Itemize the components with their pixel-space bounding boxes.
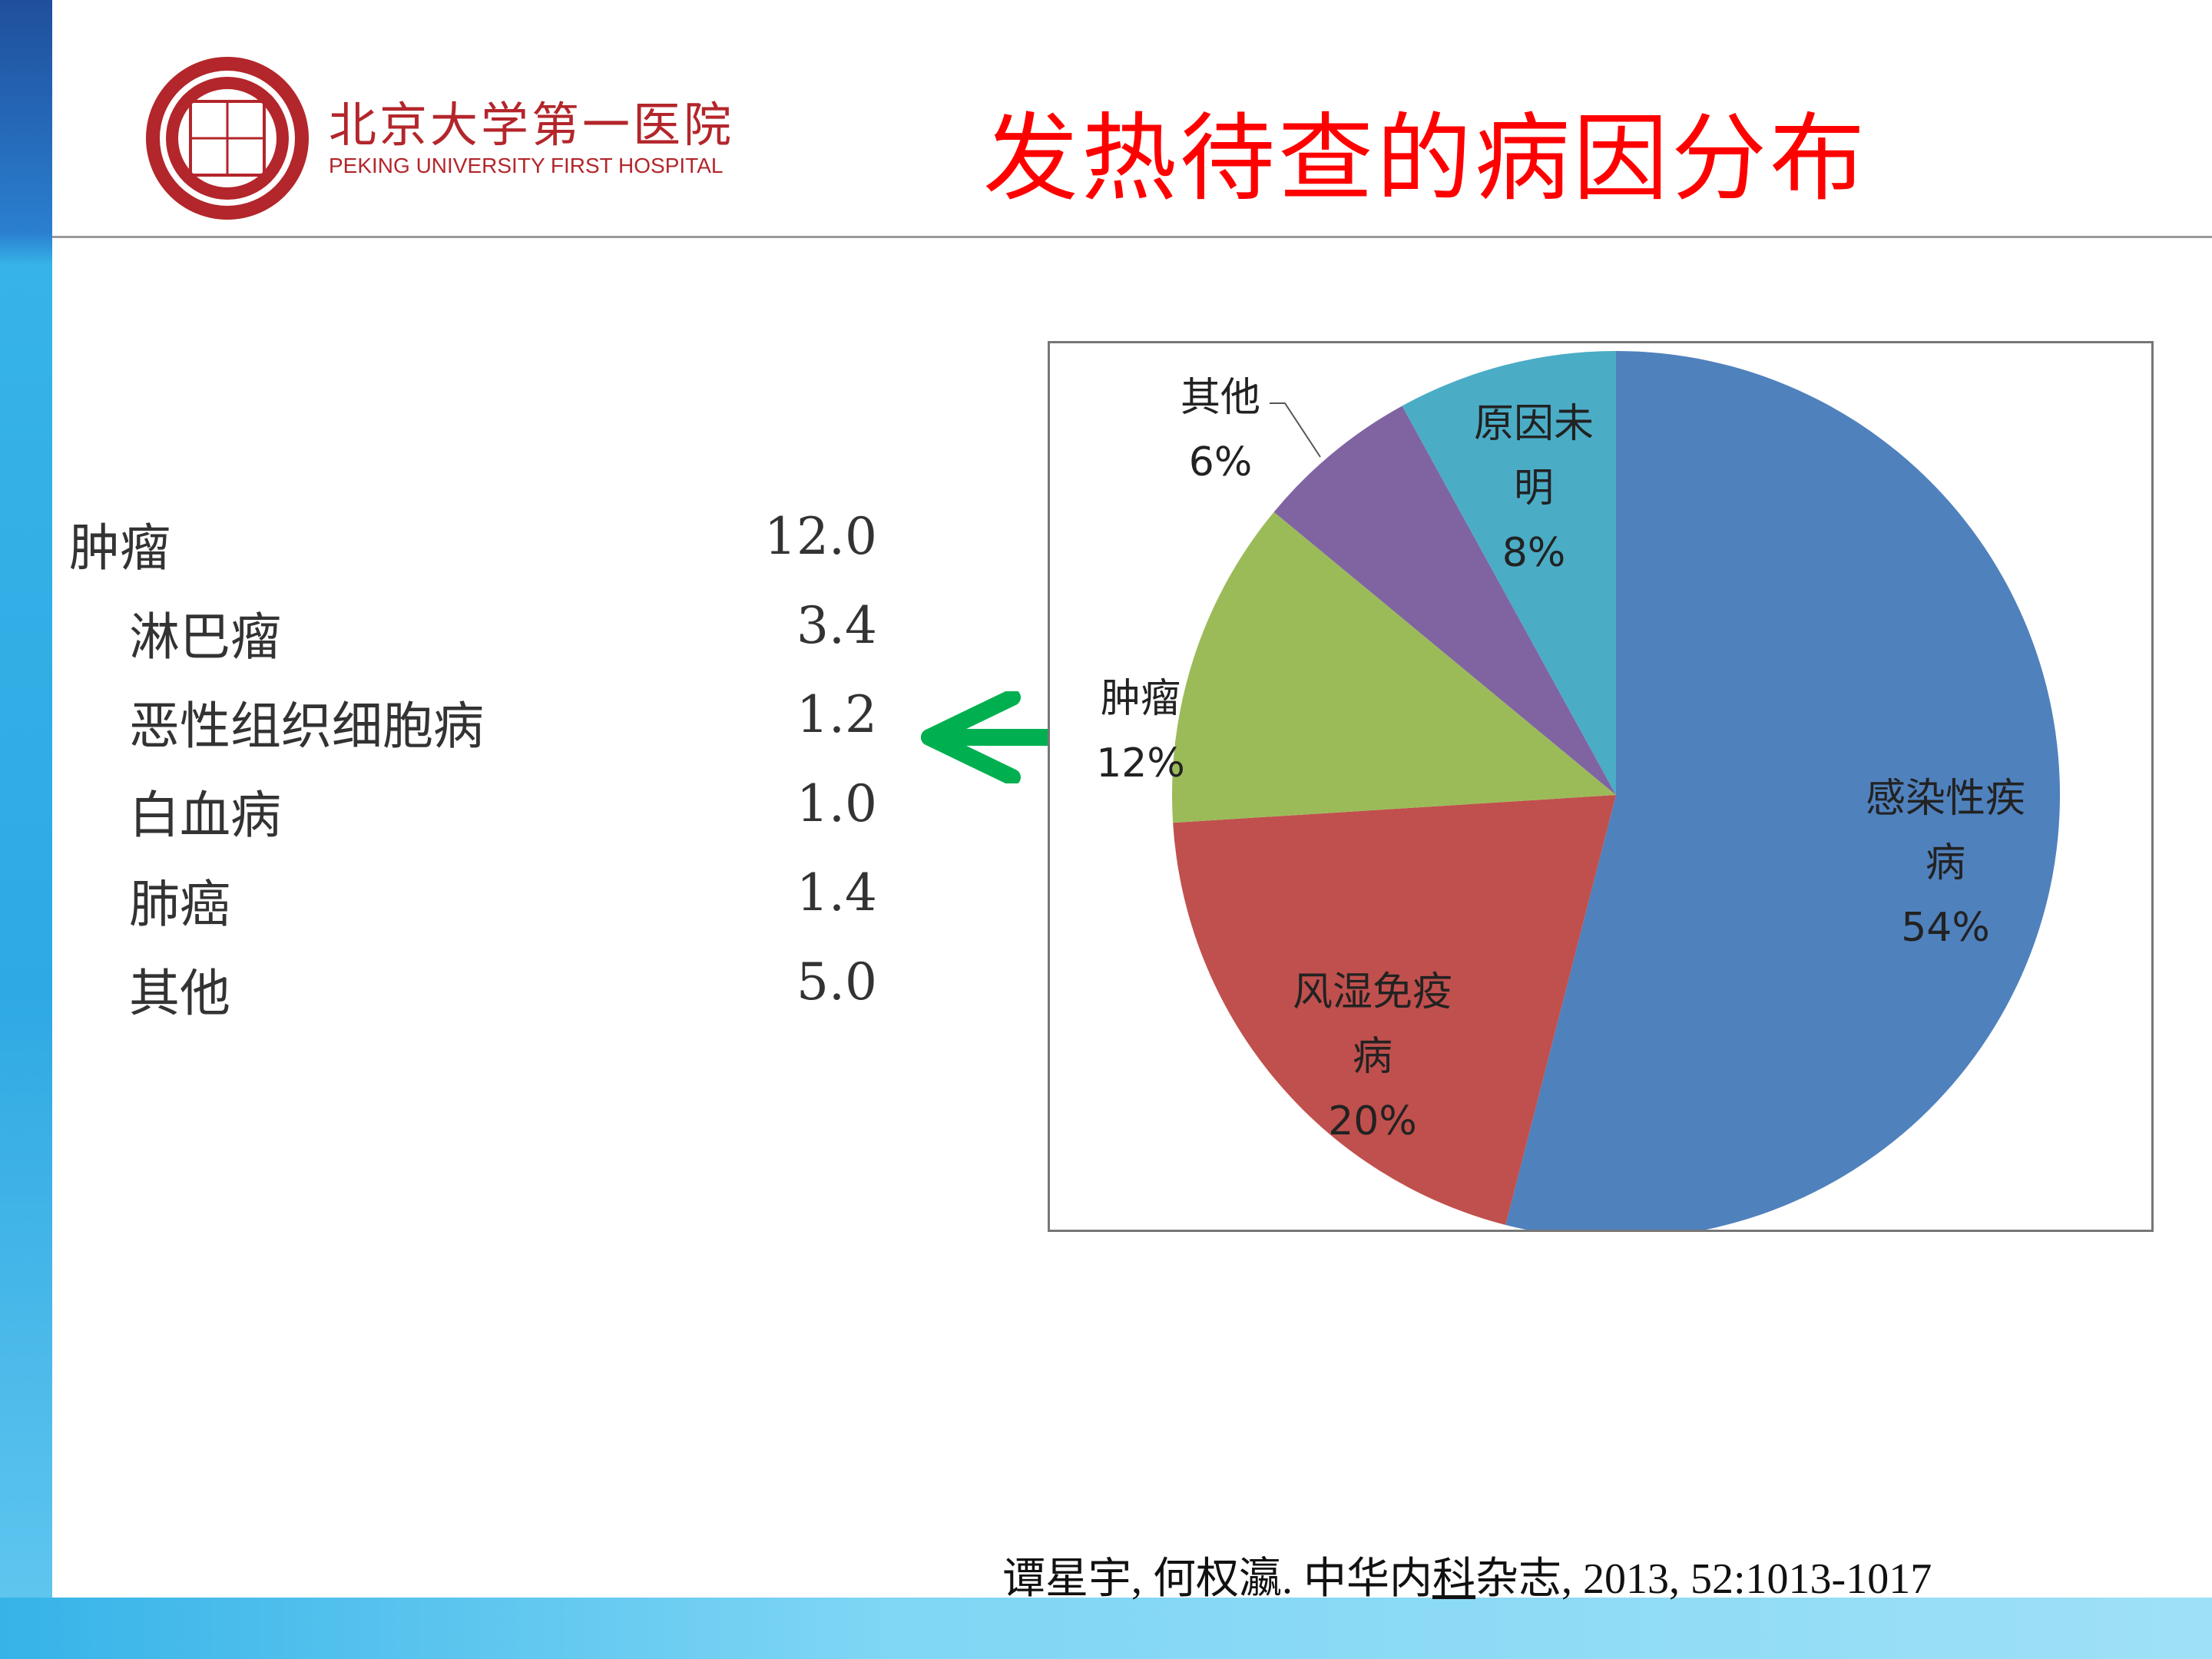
- bottom-accent-bar: [0, 1598, 2212, 1659]
- row-value: 1.2: [796, 685, 877, 744]
- row-value: 1.4: [796, 863, 877, 922]
- header-divider: [52, 236, 2212, 238]
- slice-percent-label: 12%: [1096, 740, 1185, 786]
- hospital-name-en: PEKING UNIVERSITY FIRST HOSPITAL: [329, 154, 724, 177]
- row-value: 1.0: [796, 774, 877, 833]
- slice-name-label: 原因未: [1474, 401, 1594, 447]
- slice-name-label: 肿瘤: [1101, 676, 1181, 722]
- slice-name-label: 感染性疾: [1866, 776, 2025, 822]
- table-row: 其他 5.0: [69, 952, 877, 1023]
- pie-slice-4: [1402, 351, 1616, 795]
- pie-slice-1: [1173, 795, 1616, 1225]
- row-label: 淋巴瘤: [129, 608, 281, 667]
- slice-percent-label: 54%: [1901, 905, 1990, 951]
- row-label: 恶性组织细胞病: [129, 697, 484, 756]
- citation-text-end: 杂志, 2013, 52:1013-1017: [1475, 1555, 1932, 1603]
- slice-name-label: 风湿免疫: [1293, 969, 1452, 1015]
- table-row: 淋巴瘤 3.4: [69, 596, 877, 667]
- slice-percent-label: 6%: [1189, 439, 1253, 485]
- table-row: 白血病 1.0: [69, 774, 877, 845]
- hospital-name-cn: 北京大学第一医院: [329, 97, 735, 153]
- citation-underlined: 科: [1432, 1555, 1475, 1603]
- slice-name-label: 明: [1514, 465, 1554, 512]
- page-title: 发热待查的病因分布: [983, 104, 1869, 214]
- hospital-seal-logo: [146, 57, 309, 220]
- row-value: 5.0: [796, 952, 877, 1012]
- slice-percent-label: 8%: [1502, 530, 1566, 576]
- pie-slice-2: [1172, 512, 1616, 823]
- slice-percent-label: 20%: [1328, 1098, 1417, 1144]
- leader-line: [1270, 402, 1321, 458]
- row-label: 白血病: [129, 786, 281, 845]
- row-label: 肿瘤: [69, 518, 171, 578]
- pie-slice-0: [1505, 351, 2060, 1239]
- slice-name-label: 其他: [1181, 375, 1260, 421]
- row-value: 3.4: [796, 596, 877, 655]
- row-value: 12.0: [764, 507, 877, 566]
- row-label: 肺癌: [129, 875, 230, 934]
- slice-name-label: 病: [1926, 840, 1965, 886]
- left-accent-bar: [0, 0, 52, 1659]
- row-label: 其他: [129, 964, 230, 1023]
- table-row: 肿瘤 12.0: [69, 507, 877, 578]
- pie-slice-3: [1273, 406, 1616, 795]
- citation: 谭星宇, 何权瀛. 中华内科杂志, 2013, 52:1013-1017: [1002, 1544, 1932, 1606]
- slice-name-label: 病: [1353, 1034, 1392, 1080]
- pie-chart-frame: 感染性疾病 54% 风湿免疫病 20% 肿瘤 12% 其他 6% 原因未明 8%: [1048, 341, 2154, 1239]
- table-row: 肺癌 1.4: [69, 863, 877, 934]
- table-row: 恶性组织细胞病 1.2: [69, 685, 877, 756]
- citation-text: 谭星宇, 何权瀛. 中华内: [1002, 1555, 1432, 1603]
